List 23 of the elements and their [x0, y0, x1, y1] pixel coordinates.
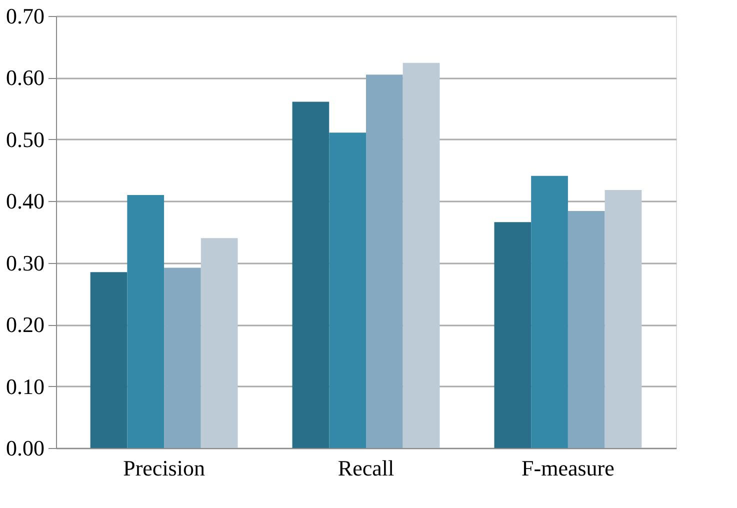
- bar: [329, 132, 366, 448]
- y-tick-label: 0.60: [6, 65, 44, 90]
- bar: [200, 238, 238, 448]
- x-tick-label: Recall: [338, 456, 394, 480]
- bar: [127, 194, 164, 448]
- bar: [402, 62, 440, 448]
- bar: [531, 176, 568, 448]
- y-tick-label: 0.30: [6, 250, 44, 276]
- y-tick-label: 0.20: [6, 312, 44, 338]
- bar: [292, 102, 330, 448]
- y-tick-label: 0.70: [6, 4, 44, 28]
- bar: [90, 272, 128, 448]
- y-tick-label: 0.40: [6, 188, 44, 214]
- x-tick-label: Precision: [123, 456, 205, 480]
- y-tick-label: 0.00: [6, 436, 44, 460]
- x-tick-label: F-measure: [522, 456, 614, 480]
- bar: [604, 190, 642, 448]
- bar: [494, 222, 532, 448]
- bar: [164, 268, 201, 448]
- y-tick-label: 0.50: [6, 126, 44, 152]
- y-tick-label: 0.10: [6, 374, 44, 399]
- bar: [366, 74, 403, 448]
- bar: [568, 211, 605, 448]
